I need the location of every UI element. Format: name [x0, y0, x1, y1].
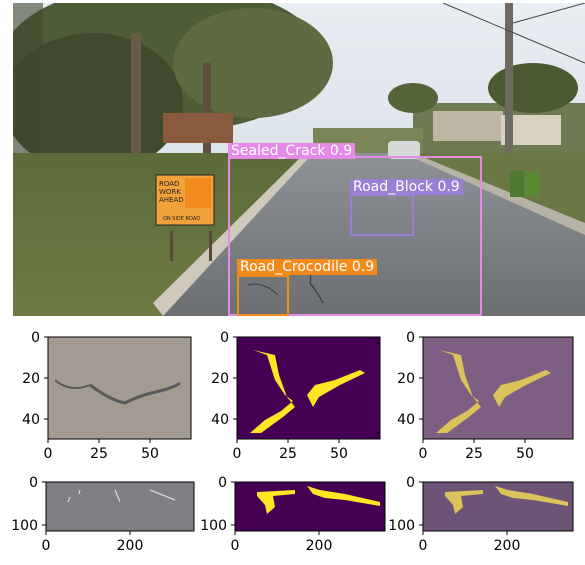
x-tick: 50 [330, 446, 348, 462]
x-tick: 0 [233, 446, 242, 462]
y-tick: 20 [397, 371, 415, 387]
sign-text-3: AHEAD [159, 196, 184, 204]
row1-overlay-panel: 0 20 40 0 25 50 [390, 325, 585, 465]
row1-mask-panel: 0 20 40 0 25 50 [195, 325, 390, 465]
road-block-score: 0.9 [437, 179, 460, 195]
y-tick: 40 [211, 412, 229, 428]
y-tick: 20 [211, 371, 229, 387]
road-block-name: Road_Block [353, 179, 433, 195]
row2-crop-panel: 0 100 0 200 [0, 472, 195, 564]
road-crocodile-name: Road_Crocodile [240, 259, 348, 275]
x-tick: 200 [494, 538, 521, 554]
row2-mask-panel: 0 100 0 200 [195, 472, 390, 564]
road-block-label: Road_Block 0.9 [350, 179, 463, 195]
row1-crop-panel: 0 20 40 0 25 50 [0, 325, 195, 465]
x-tick: 0 [419, 538, 428, 554]
x-tick: 0 [44, 446, 53, 462]
y-tick: 40 [397, 412, 415, 428]
x-tick: 0 [231, 538, 240, 554]
sign-text-2: WORK [159, 188, 181, 196]
y-tick: 0 [406, 475, 415, 491]
y-tick: 100 [388, 518, 415, 534]
x-tick: 25 [90, 446, 108, 462]
x-tick: 0 [42, 538, 51, 554]
mask-image [237, 337, 380, 439]
x-tick: 25 [279, 446, 297, 462]
overlay-image-2 [423, 482, 573, 531]
y-tick: 100 [11, 518, 38, 534]
x-tick: 50 [516, 446, 534, 462]
mask-image-2 [235, 482, 385, 531]
sealed-crack-score: 0.9 [329, 143, 353, 159]
x-tick: 200 [306, 538, 333, 554]
road-work-sign: ROAD WORK AHEAD ON SIDE ROAD [155, 174, 215, 226]
sealed-crack-label: Sealed_Crack 0.9 [228, 143, 356, 159]
sign-text-1: ROAD [159, 180, 179, 188]
x-tick: 0 [419, 446, 428, 462]
sign-footer: ON SIDE ROAD [163, 216, 200, 222]
row2-overlay-panel: 0 100 0 200 [388, 472, 585, 564]
y-tick: 0 [218, 475, 227, 491]
x-tick: 25 [465, 446, 483, 462]
detection-image: ROAD WORK AHEAD ON SIDE ROAD Sealed_Crac… [13, 3, 585, 316]
road-crocodile-box [237, 275, 289, 316]
x-tick: 200 [117, 538, 144, 554]
y-tick: 0 [29, 475, 38, 491]
y-tick: 100 [200, 518, 227, 534]
sealed-crack-name: Sealed_Crack [231, 143, 326, 159]
y-tick: 20 [22, 371, 40, 387]
road-crocodile-label: Road_Crocodile 0.9 [237, 259, 378, 275]
y-tick: 0 [31, 330, 40, 346]
x-tick: 50 [141, 446, 159, 462]
overlay-image [423, 337, 573, 439]
y-tick: 0 [406, 330, 415, 346]
y-tick: 0 [220, 330, 229, 346]
road-crocodile-score: 0.9 [351, 259, 375, 275]
crop-patch-image-2 [46, 482, 194, 531]
road-block-box [350, 194, 414, 236]
y-tick: 40 [22, 412, 40, 428]
